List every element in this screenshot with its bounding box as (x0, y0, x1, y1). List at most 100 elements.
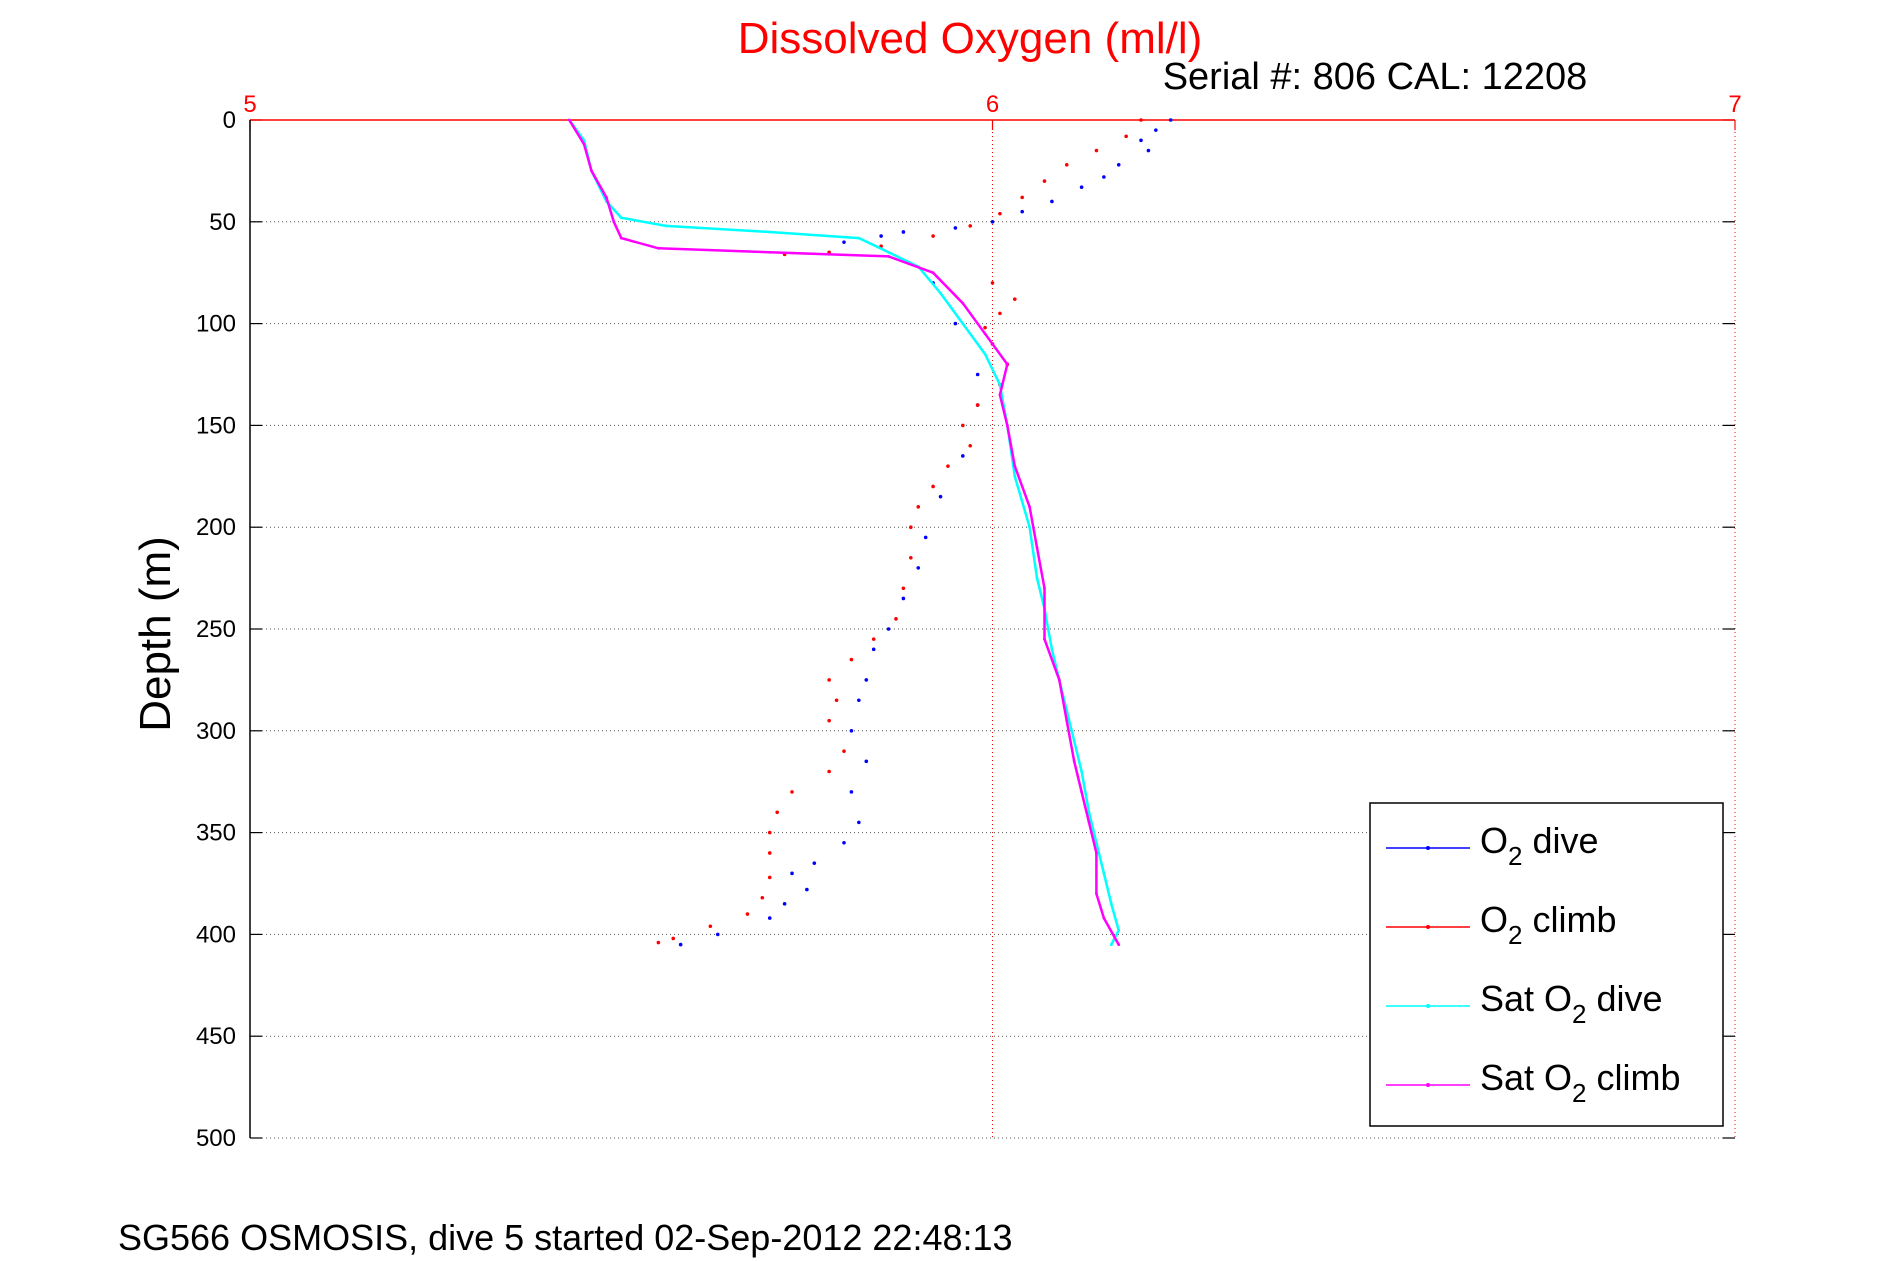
series-point (1028, 525, 1032, 529)
footer-text: SG566 OSMOSIS, dive 5 started 02-Sep-201… (118, 1217, 1013, 1258)
series-point (1087, 810, 1091, 814)
series-point (664, 224, 668, 228)
series-point (760, 895, 765, 900)
y-tick-label: 50 (209, 209, 236, 236)
series-point (998, 383, 1002, 387)
series-point (708, 924, 713, 929)
series-point (983, 352, 987, 356)
series-point (916, 505, 921, 509)
y-tick-label: 250 (196, 616, 236, 643)
chart-subtitle: Serial #: 806 CAL: 12208 (1163, 56, 1588, 98)
legend-label-rest: dive (1587, 978, 1663, 1019)
y-tick-label: 450 (196, 1023, 236, 1050)
series-point (1139, 118, 1143, 122)
series-point (1087, 821, 1091, 824)
series-point (790, 871, 794, 876)
y-tick-label: 150 (196, 412, 236, 439)
series-3 (567, 118, 1121, 946)
series-point (1064, 162, 1069, 167)
series-point (768, 230, 772, 234)
series-point (961, 454, 965, 458)
series-point (998, 311, 1002, 316)
series-point (864, 678, 869, 682)
series-point (1117, 943, 1121, 946)
series-point (857, 698, 861, 703)
series-point (1079, 185, 1084, 189)
legend-label-rest: climb (1587, 1057, 1681, 1098)
series-point (1020, 209, 1024, 214)
legend-label-rest: dive (1522, 820, 1598, 861)
y-tick-label: 350 (196, 820, 236, 847)
legend-label-main: Sat O (1480, 978, 1572, 1019)
series-point (901, 230, 906, 234)
series-point (886, 627, 891, 631)
series-point (953, 321, 958, 326)
series-point (849, 729, 854, 733)
series-point (990, 220, 995, 224)
legend-marker (1426, 1004, 1430, 1008)
series-point (590, 169, 593, 173)
legend-marker (1426, 846, 1430, 850)
series-point (827, 718, 831, 723)
legend-label-main: O (1480, 820, 1508, 861)
series-point (1057, 678, 1061, 682)
series-point (582, 143, 586, 146)
series-point (931, 234, 935, 238)
series-point (864, 759, 869, 764)
series-point (998, 211, 1002, 216)
series-point (990, 281, 995, 285)
series-point (1109, 902, 1113, 906)
series-point (1109, 943, 1113, 946)
series-point (961, 301, 965, 305)
series-point (842, 749, 846, 753)
series-point (983, 332, 987, 336)
axes-layer: 0 50 100 150 200 250 300 350 400 450 500 5 6 7 (196, 91, 1742, 1152)
series-point (1042, 179, 1047, 183)
series-point (1035, 576, 1039, 580)
series-point (1102, 916, 1106, 920)
series-point (827, 769, 831, 774)
series-point (767, 875, 772, 880)
series-point (879, 234, 883, 238)
series-point (1116, 162, 1121, 167)
series-point (849, 790, 854, 794)
series-point (656, 246, 660, 250)
series-point (768, 250, 772, 254)
series-point (1050, 647, 1054, 651)
series-point (745, 912, 750, 916)
legend-label: Sat O2 climb (1480, 1057, 1681, 1108)
series-point (939, 291, 942, 295)
series-point (619, 236, 623, 240)
series-point (678, 942, 683, 947)
series-point (871, 637, 876, 641)
series-point (1020, 195, 1024, 200)
series-point (909, 525, 913, 529)
legend-label-subscript: 2 (1508, 841, 1522, 871)
series-point (938, 494, 943, 499)
series-point (775, 810, 779, 815)
series-point (1080, 790, 1083, 794)
series-point (887, 255, 890, 258)
series-point (894, 617, 898, 621)
series-point (1102, 871, 1106, 875)
series-point (909, 555, 913, 560)
legend-label-main: Sat O (1480, 1057, 1572, 1098)
series-point (968, 443, 973, 448)
legend-box (1369, 802, 1724, 1127)
series-point (857, 820, 861, 825)
series-point (612, 220, 616, 224)
series-point (931, 271, 935, 275)
legend-marker (1426, 1083, 1430, 1087)
y-tick-label: 0 (223, 107, 236, 134)
series-point (842, 840, 846, 845)
series-point (842, 240, 846, 244)
series-point (827, 678, 831, 682)
series-point (567, 118, 571, 122)
series-point (619, 216, 623, 220)
y-tick-label: 400 (196, 921, 236, 948)
series-point (968, 224, 973, 228)
series-point (857, 236, 861, 240)
x-tick-label: 6 (986, 91, 999, 118)
series-point (1028, 505, 1032, 509)
series-point (901, 586, 906, 591)
